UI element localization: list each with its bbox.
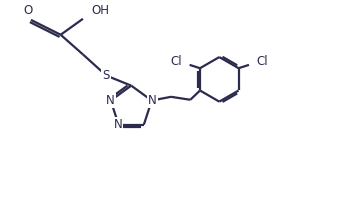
Text: S: S — [103, 69, 110, 82]
Text: Cl: Cl — [257, 55, 269, 68]
Text: OH: OH — [91, 4, 109, 17]
Text: N: N — [148, 94, 157, 107]
Text: O: O — [23, 4, 33, 17]
Text: Cl: Cl — [170, 55, 182, 68]
Text: N: N — [113, 118, 122, 131]
Text: N: N — [106, 94, 115, 107]
